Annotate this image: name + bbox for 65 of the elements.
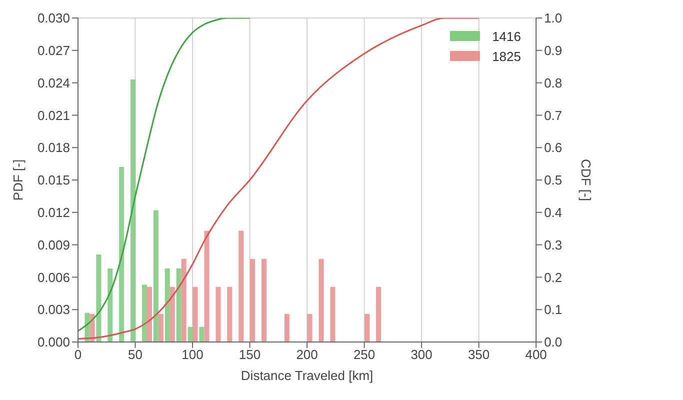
x-tick-label: 0 bbox=[74, 347, 82, 362]
x-tick-label: 100 bbox=[182, 347, 204, 362]
bar bbox=[164, 268, 170, 342]
bar bbox=[130, 80, 136, 342]
bar bbox=[153, 210, 158, 342]
y-tick-label: 0.021 bbox=[37, 108, 70, 123]
bar bbox=[376, 286, 382, 342]
y2-tick-label: 0.3 bbox=[544, 237, 562, 252]
bar bbox=[204, 230, 210, 342]
y2-tick-label: 0.6 bbox=[544, 140, 562, 156]
y-tick-label: 0.018 bbox=[37, 140, 70, 156]
y-tick-label: 0.012 bbox=[37, 205, 70, 220]
bar bbox=[96, 254, 102, 342]
y-tick-label: 0.030 bbox=[37, 10, 70, 26]
bar bbox=[181, 258, 186, 342]
bar bbox=[216, 286, 221, 342]
bar bbox=[176, 268, 182, 342]
bar bbox=[307, 314, 312, 342]
y-axis-title: PDF [-] bbox=[10, 159, 26, 201]
bar bbox=[262, 258, 267, 342]
bar bbox=[192, 286, 198, 342]
line-series bbox=[78, 18, 480, 340]
legend-label: 1416 bbox=[492, 28, 521, 44]
y2-tick-label: 0.5 bbox=[544, 172, 562, 188]
legend-label: 1825 bbox=[492, 48, 521, 64]
bar bbox=[158, 314, 164, 342]
bar bbox=[199, 326, 204, 342]
y2-tick-label: 0.9 bbox=[544, 43, 562, 58]
y2-tick-label: 1.0 bbox=[544, 10, 562, 26]
y-tick-label: 0.000 bbox=[37, 334, 70, 350]
y2-tick-label: 0.8 bbox=[544, 75, 562, 90]
bar bbox=[227, 286, 232, 342]
x-tick-label: 200 bbox=[296, 347, 318, 362]
bar bbox=[238, 230, 244, 342]
bar bbox=[170, 286, 175, 342]
bar bbox=[330, 286, 336, 342]
y2-tick-label: 0.7 bbox=[544, 108, 562, 123]
y2-axis-title: CDF [-] bbox=[578, 159, 594, 201]
x-tick-label: 350 bbox=[468, 347, 490, 362]
y-tick-label: 0.006 bbox=[37, 270, 70, 285]
y-tick-label: 0.027 bbox=[37, 43, 70, 58]
bar bbox=[318, 258, 324, 342]
bar bbox=[188, 326, 193, 342]
bar bbox=[119, 167, 124, 342]
x-tick-label: 400 bbox=[525, 347, 547, 362]
x-tick-label: 50 bbox=[128, 347, 142, 362]
bar bbox=[108, 268, 113, 342]
x-tick-label: 150 bbox=[238, 347, 261, 362]
bar bbox=[284, 314, 290, 342]
bar bbox=[250, 258, 256, 342]
x-axis-title: Distance Traveled [km] bbox=[240, 368, 374, 383]
x-tick-label: 250 bbox=[353, 347, 376, 362]
line-series bbox=[78, 18, 251, 332]
bar bbox=[142, 284, 147, 342]
y-tick-label: 0.024 bbox=[37, 75, 70, 90]
y2-tick-label: 0.0 bbox=[544, 334, 562, 350]
y-tick-label: 0.003 bbox=[37, 302, 70, 318]
bar bbox=[364, 314, 370, 342]
y-tick-label: 0.009 bbox=[37, 237, 70, 252]
y2-tick-label: 0.1 bbox=[544, 302, 562, 318]
y2-tick-label: 0.2 bbox=[544, 270, 562, 285]
y2-tick-label: 0.4 bbox=[544, 205, 562, 220]
y-tick-label: 0.015 bbox=[37, 172, 70, 188]
bar bbox=[146, 286, 152, 342]
x-tick-label: 300 bbox=[410, 347, 432, 362]
